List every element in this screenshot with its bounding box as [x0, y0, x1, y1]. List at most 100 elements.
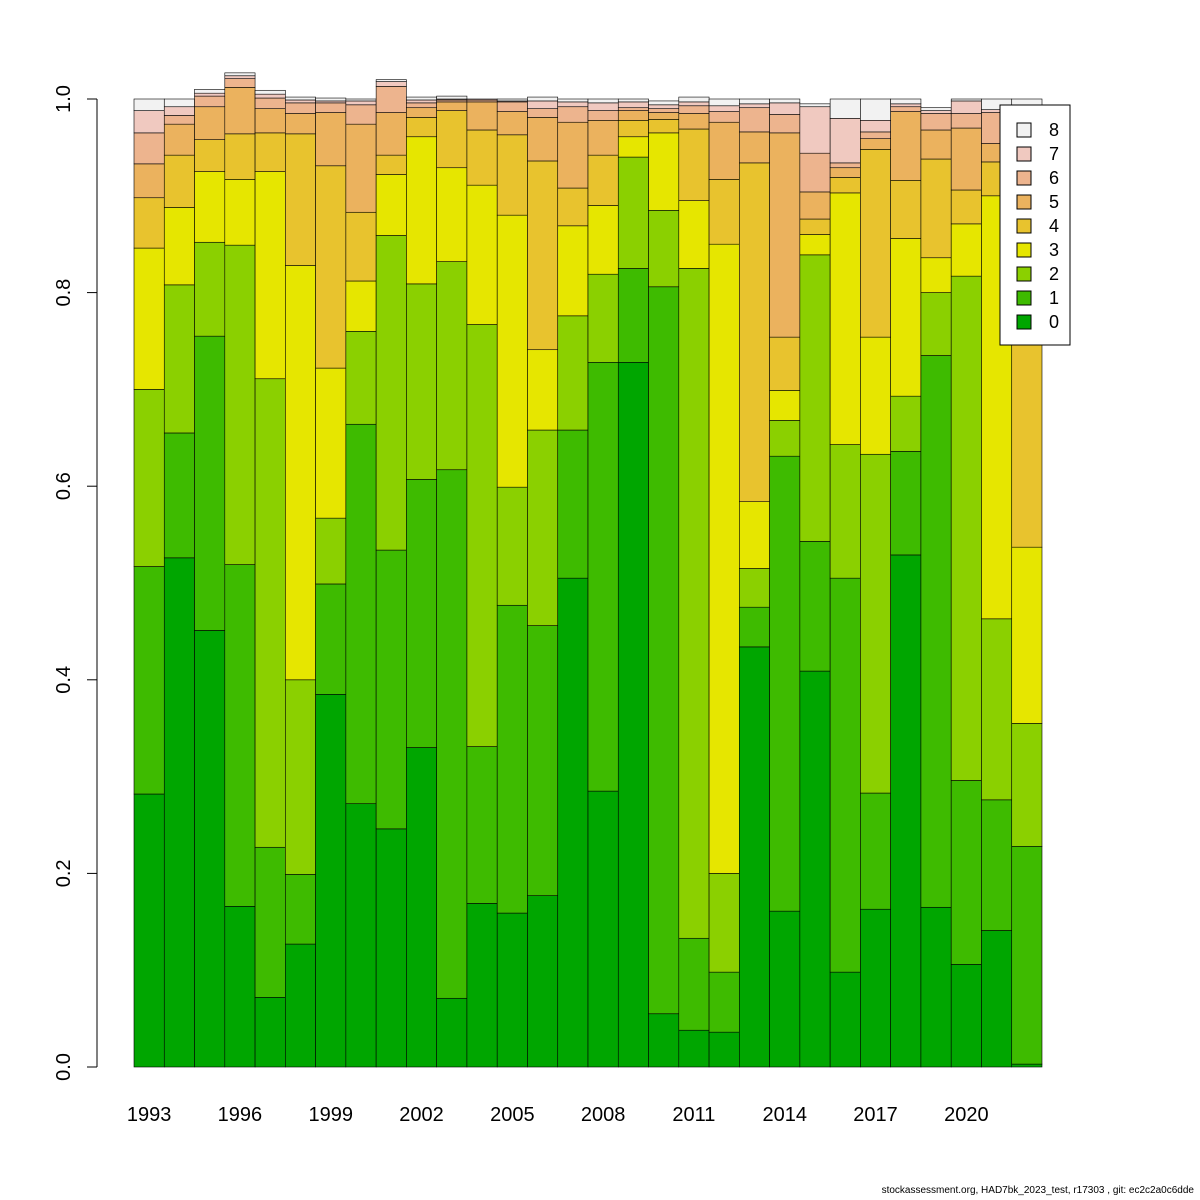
bar-2003-age-5 — [436, 101, 468, 111]
bar-2021-age-0 — [981, 930, 1013, 1068]
bar-2008-age-4 — [587, 154, 619, 206]
bar-2009-age-3 — [617, 136, 649, 158]
bar-2006-age-6 — [527, 108, 559, 118]
bar-2019-age-5 — [920, 129, 952, 160]
bar-2003-age-4 — [436, 110, 468, 169]
bar-2013-age-1 — [739, 606, 770, 648]
bar-2006-age-7 — [527, 100, 559, 109]
bar-2011-age-8 — [678, 96, 710, 103]
legend-swatch-0 — [1016, 314, 1032, 330]
bar-2007-age-0 — [557, 577, 589, 1068]
bar-2020-age-8 — [950, 98, 982, 102]
x-tick-label-2020: 2020 — [944, 1104, 989, 1126]
bar-2006-age-4 — [527, 160, 559, 351]
bar-1994-age-6 — [163, 115, 195, 125]
bar-2000-age-5 — [345, 123, 377, 213]
legend-swatch-1 — [1016, 290, 1032, 306]
bar-2000-age-1 — [345, 423, 377, 805]
bar-2016-age-1 — [829, 577, 861, 973]
bar-2015-age-8 — [799, 103, 831, 108]
bar-1999-age-1 — [315, 583, 347, 695]
bar-2017-age-1 — [860, 792, 891, 910]
bar-2011-age-6 — [678, 105, 710, 114]
bar-2012-age-3 — [708, 243, 740, 874]
bar-2015-age-4 — [799, 218, 831, 235]
bar-2017-age-8 — [860, 98, 891, 121]
bar-2014-age-2 — [769, 420, 801, 457]
bar-1996-age-2 — [224, 244, 256, 565]
bar-1995-age-6 — [194, 95, 226, 108]
bar-2007-age-6 — [557, 106, 589, 123]
bar-2015-age-7 — [799, 106, 831, 154]
bar-1999-age-4 — [315, 165, 347, 369]
bar-2006-age-0 — [527, 895, 559, 1068]
bar-2009-age-6 — [617, 107, 649, 111]
bar-1994-age-4 — [163, 154, 195, 208]
bar-2018-age-8 — [890, 98, 922, 105]
bar-2012-age-6 — [708, 111, 740, 123]
y-tick-label-0.2: 0.2 — [53, 859, 75, 887]
bar-2010-age-8 — [648, 100, 680, 106]
bar-2018-age-3 — [890, 238, 922, 397]
legend-label-7: 7 — [1049, 144, 1059, 164]
bar-2004-age-1 — [466, 746, 498, 904]
bar-2013-age-4 — [739, 162, 770, 502]
legend-swatch-8 — [1016, 122, 1032, 138]
bar-2014-age-5 — [769, 132, 801, 338]
bar-2017-age-6 — [860, 131, 891, 139]
bar-2002-age-2 — [406, 283, 437, 480]
bar-2020-age-6 — [950, 113, 982, 129]
bar-2007-age-3 — [557, 225, 589, 317]
bar-2005-age-5 — [496, 111, 528, 136]
bar-1999-age-0 — [315, 694, 347, 1068]
y-tick-label-0.8: 0.8 — [53, 279, 75, 307]
bar-2013-age-7 — [739, 103, 770, 109]
bar-1997-age-4 — [254, 132, 286, 172]
bar-1993-age-2 — [133, 389, 165, 567]
bar-2008-age-5 — [587, 120, 619, 156]
bar-2018-age-4 — [890, 180, 922, 239]
bar-2018-age-2 — [890, 395, 922, 452]
x-axis-labels: 1993 1996 1999 2002 2005 2008 2011 2014 2017 2020 — [127, 1104, 989, 1126]
bar-2011-age-5 — [678, 113, 710, 130]
bar-2019-age-2 — [920, 292, 952, 356]
bar-1996-age-4 — [224, 133, 256, 180]
bar-1995-age-0 — [194, 630, 226, 1068]
bar-2012-age-0 — [708, 1031, 740, 1068]
bar-1999-age-5 — [315, 112, 347, 167]
bar-2013-age-5 — [739, 131, 770, 164]
bar-2001-age-0 — [375, 828, 407, 1068]
legend-label-3: 3 — [1049, 240, 1059, 260]
bar-1994-age-3 — [163, 207, 195, 286]
bar-2016-age-3 — [829, 192, 861, 445]
bar-1998-age-0 — [285, 943, 316, 1068]
bar-2001-age-5 — [375, 112, 407, 156]
bar-2003-age-8 — [436, 95, 468, 100]
bar-1997-age-2 — [254, 378, 286, 848]
bar-2000-age-4 — [345, 211, 377, 282]
legend-swatch-6 — [1016, 170, 1032, 186]
bar-2013-age-3 — [739, 501, 770, 569]
bar-2005-age-2 — [496, 486, 528, 606]
bar-1996-age-3 — [224, 179, 256, 246]
bar-2007-age-1 — [557, 429, 589, 579]
bar-2011-age-1 — [678, 937, 710, 1031]
bar-2001-age-3 — [375, 174, 407, 236]
bar-2001-age-2 — [375, 235, 407, 551]
x-tick-label-2008: 2008 — [581, 1104, 626, 1126]
bar-2022-age-4 — [1011, 314, 1043, 548]
bar-2001-age-8 — [375, 79, 407, 82]
bar-2017-age-4 — [860, 149, 891, 338]
bar-2007-age-5 — [557, 121, 589, 189]
bar-1994-age-1 — [163, 432, 195, 559]
bar-1993-age-7 — [133, 110, 165, 134]
bar-2003-age-1 — [436, 469, 468, 999]
y-tick-label-0.0: 0.0 — [53, 1053, 75, 1081]
bar-2002-age-3 — [406, 136, 437, 285]
bar-2013-age-6 — [739, 107, 770, 133]
bar-2005-age-1 — [496, 604, 528, 914]
bar-2007-age-7 — [557, 101, 589, 108]
bar-2003-age-3 — [436, 167, 468, 262]
bar-2008-age-8 — [587, 98, 619, 104]
bar-2011-age-2 — [678, 268, 710, 939]
